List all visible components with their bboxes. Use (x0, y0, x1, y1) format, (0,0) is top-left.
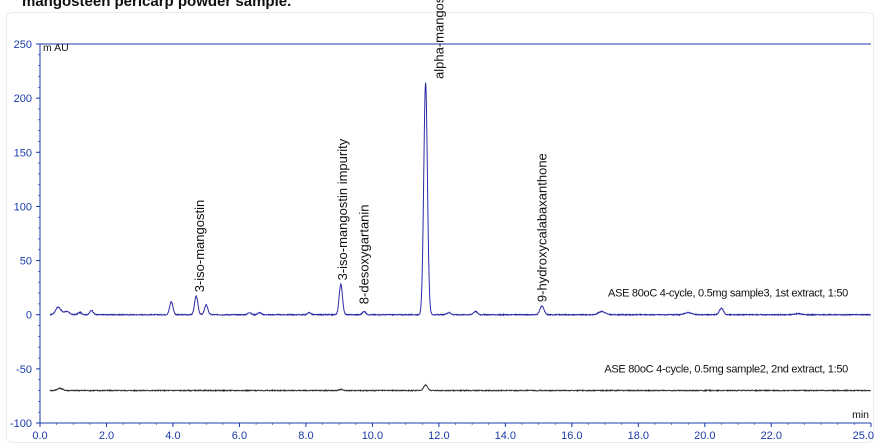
x-tick-label: 12.0 (428, 430, 449, 442)
x-tick-label: 18.0 (628, 430, 649, 442)
y-tick-label: 150 (14, 147, 32, 159)
x-tick-label: 4.0 (165, 430, 180, 442)
x-tick-label: 0.0 (32, 430, 47, 442)
x-tick-label: 25.0 (853, 430, 874, 442)
chart-panel (6, 12, 874, 443)
x-tick-label: 2.0 (99, 430, 114, 442)
x-tick-label: 14.0 (495, 430, 516, 442)
x-ticks: 0.0 2.0 4.0 6.0 8.0 10.0 12.0 14.0 16.0 18.0 20.0 2… (32, 423, 874, 442)
trace-label-2: ASE 80oC 4-cycle, 0.5mg sample2, 2nd ext… (604, 364, 848, 376)
traces (49, 82, 871, 393)
y-tick-label: 50 (20, 256, 32, 268)
y-tick-label: 250 (14, 39, 32, 51)
x-axis-unit: min (852, 409, 869, 421)
peak-annotation: alpha-mangostin (431, 0, 446, 79)
peak-annotation: 9-hydroxycalabaxanthone (534, 153, 549, 302)
peak-annotation: 3-iso-mangostin impurity (335, 138, 350, 280)
trace-line-2 (49, 383, 871, 393)
y-tick-label: -100 (10, 418, 32, 430)
y-tick-label: 200 (14, 93, 32, 105)
x-tick-label: 8.0 (298, 430, 313, 442)
x-tick-label: 20.0 (694, 430, 715, 442)
y-tick-label: 100 (14, 201, 32, 213)
y-ticks: 250 200 150 100 50 0 -50 -100 (10, 39, 40, 430)
trace-labels: ASE 80oC 4-cycle, 0.5mg sample3, 1st ext… (604, 288, 848, 376)
peak-annotations: 3-iso-mangostin 3-iso-mangostin impurity 8… (192, 0, 549, 304)
y-tick-label: -50 (16, 364, 32, 376)
trace-line-1 (49, 82, 871, 317)
peak-annotation: 8-desoxygartanin (357, 204, 372, 304)
x-tick-label: 22.0 (761, 430, 782, 442)
peak-annotation: 3-iso-mangostin (192, 200, 207, 293)
x-tick-label: 16.0 (561, 430, 582, 442)
x-tick-label: 10.0 (362, 430, 383, 442)
page-title: mangosteen pericarp powder sample. (22, 0, 292, 10)
x-tick-label: 6.0 (232, 430, 247, 442)
y-axis-unit: m AU (43, 42, 69, 54)
trace-label-1: ASE 80oC 4-cycle, 0.5mg sample3, 1st ext… (608, 288, 848, 300)
y-tick-label: 0 (26, 310, 32, 322)
